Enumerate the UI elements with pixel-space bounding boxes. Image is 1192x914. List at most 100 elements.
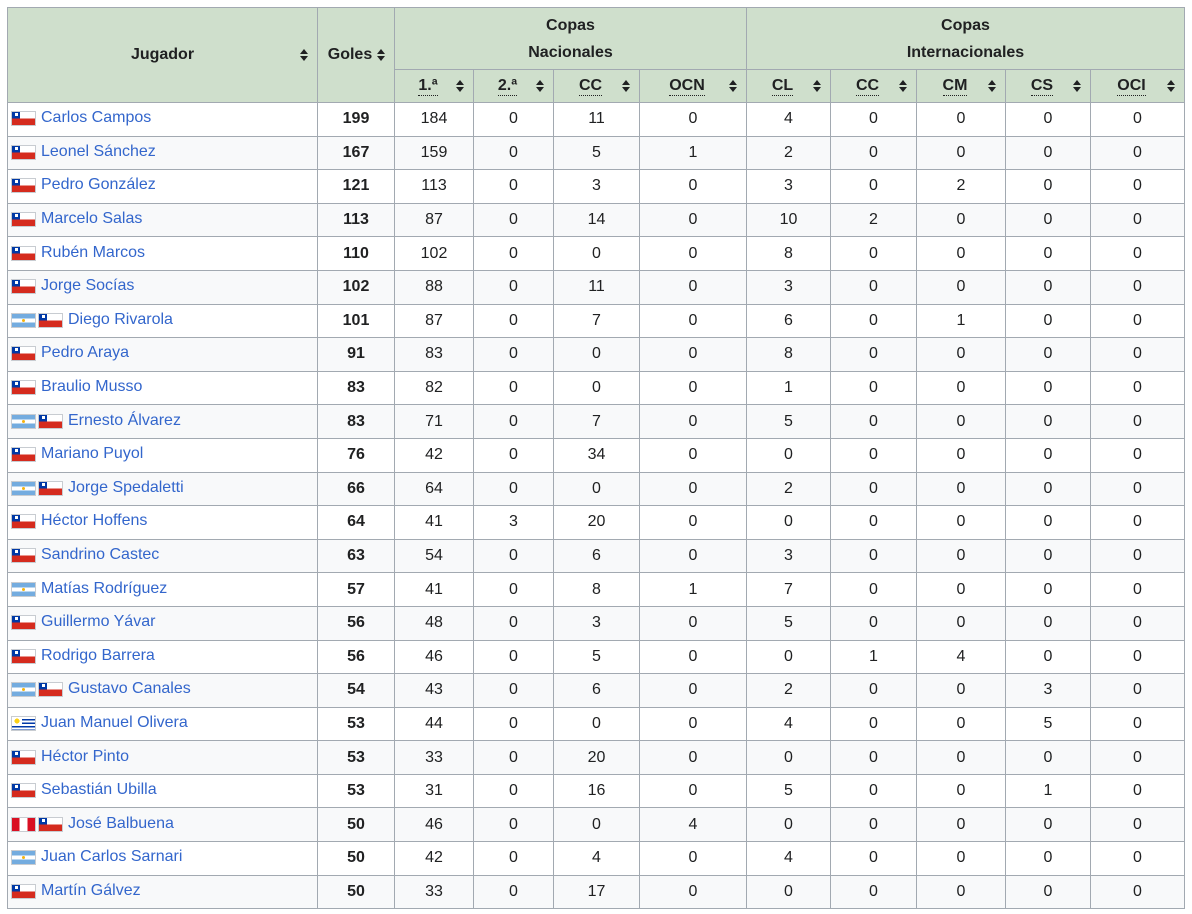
stat-cell: 87 [394, 202, 474, 238]
player-link[interactable]: Pedro González [41, 176, 156, 194]
stat-cell: 0 [639, 605, 747, 641]
player-link[interactable]: Matías Rodríguez [41, 579, 168, 597]
nationality-flags [11, 514, 36, 532]
stat-cell: 83 [394, 337, 474, 372]
player-link[interactable]: Juan Manuel Olivera [41, 713, 188, 731]
sort-icon[interactable] [729, 80, 738, 92]
sort-icon[interactable] [1167, 80, 1176, 92]
stat-cell: 7 [553, 404, 640, 439]
column-header-sub[interactable]: CC [830, 69, 917, 103]
player-cell: Pedro González [7, 169, 318, 204]
column-header-player[interactable]: Jugador [7, 7, 318, 103]
stat-cell: 0 [830, 874, 917, 910]
stat-cell: 0 [830, 740, 917, 775]
stat-cell: 3 [746, 169, 831, 204]
stat-cell: 0 [1090, 639, 1185, 675]
player-link[interactable]: Mariano Puyol [41, 445, 144, 463]
stat-cell: 0 [1090, 505, 1185, 540]
stat-cell: 0 [1005, 572, 1091, 607]
sort-icon[interactable] [456, 80, 465, 92]
player-link[interactable]: Pedro Araya [41, 344, 130, 362]
column-header-sub[interactable]: CC [553, 69, 640, 103]
column-header-sub[interactable]: OCN [639, 69, 747, 103]
column-header-sub[interactable]: CL [746, 69, 831, 103]
stat-cell: 0 [830, 706, 917, 742]
player-cell: José Balbuena [7, 807, 318, 843]
stat-cell: 0 [916, 404, 1006, 439]
column-header-goals[interactable]: Goles [317, 7, 395, 103]
column-header-sub[interactable]: CS [1005, 69, 1091, 103]
stat-cell: 0 [473, 673, 554, 708]
stat-cell: 5 [1005, 706, 1091, 742]
stat-cell: 8 [553, 572, 640, 607]
stat-cell: 0 [473, 236, 554, 271]
player-link[interactable]: Héctor Pinto [41, 747, 130, 765]
player-link[interactable]: Jorge Spedaletti [68, 478, 184, 496]
sort-icon[interactable] [988, 80, 997, 92]
stat-cell: 3 [1005, 673, 1091, 708]
player-link[interactable]: Braulio Musso [41, 378, 143, 396]
goals-cell: 113 [317, 202, 395, 238]
player-link[interactable]: Diego Rivarola [68, 310, 173, 328]
column-header-sub[interactable]: 1.ª [394, 69, 474, 103]
player-link[interactable]: Leonel Sánchez [41, 142, 156, 160]
stat-cell: 0 [553, 471, 640, 507]
player-link[interactable]: Jorge Socías [41, 277, 135, 295]
player-cell: Rubén Marcos [7, 236, 318, 271]
player-link[interactable]: Rubén Marcos [41, 243, 146, 261]
player-link[interactable]: Guillermo Yávar [41, 613, 156, 631]
sort-icon[interactable] [536, 80, 545, 92]
stat-cell: 2 [916, 169, 1006, 204]
group-header-international-cups: Copas Internacionales [746, 7, 1185, 70]
table-row: Ernesto Álvarez 83 71 0 7 0 5 0 0 0 0 [7, 404, 1185, 439]
player-link[interactable]: Carlos Campos [41, 109, 152, 127]
stat-cell: 0 [916, 807, 1006, 843]
nationality-flags [11, 346, 36, 364]
chile-flag-icon [11, 279, 36, 295]
column-header-sub-label: OCI [1117, 76, 1146, 96]
column-header-sub[interactable]: OCI [1090, 69, 1185, 103]
stat-cell: 0 [1090, 773, 1185, 809]
stat-cell: 3 [746, 538, 831, 574]
stat-cell: 0 [473, 370, 554, 406]
stat-cell: 4 [746, 102, 831, 137]
stat-cell: 0 [916, 236, 1006, 271]
stat-cell: 0 [639, 437, 747, 473]
table-row: Gustavo Canales 54 43 0 6 0 2 0 0 3 0 [7, 673, 1185, 708]
stat-cell: 34 [553, 437, 640, 473]
stat-cell: 0 [1005, 639, 1091, 675]
column-header-sub[interactable]: CM [916, 69, 1006, 103]
player-link[interactable]: Rodrigo Barrera [41, 646, 155, 664]
table-row: Juan Manuel Olivera 53 44 0 0 0 4 0 0 5 0 [7, 706, 1185, 742]
column-header-sub[interactable]: 2.ª [473, 69, 554, 103]
stat-cell: 0 [1090, 102, 1185, 137]
player-link[interactable]: Gustavo Canales [68, 680, 191, 698]
player-link[interactable]: Marcelo Salas [41, 210, 143, 228]
nationality-flags [11, 111, 36, 129]
uruguay-flag-icon [11, 715, 36, 731]
sort-icon[interactable] [377, 49, 386, 61]
stat-cell: 14 [553, 202, 640, 238]
player-link[interactable]: Martín Gálvez [41, 881, 141, 899]
player-cell: Matías Rodríguez [7, 572, 318, 607]
player-link[interactable]: Juan Carlos Sarnari [41, 848, 183, 866]
player-link[interactable]: José Balbuena [68, 814, 174, 832]
player-link[interactable]: Ernesto Álvarez [68, 411, 181, 429]
stat-cell: 0 [916, 102, 1006, 137]
player-link[interactable]: Sandrino Castec [41, 546, 160, 564]
sort-icon[interactable] [899, 80, 908, 92]
stat-cell: 0 [1005, 102, 1091, 137]
sort-icon[interactable] [300, 49, 309, 61]
sort-icon[interactable] [622, 80, 631, 92]
sort-icon[interactable] [813, 80, 822, 92]
stat-cell: 88 [394, 269, 474, 305]
stat-cell: 3 [553, 605, 640, 641]
player-link[interactable]: Héctor Hoffens [41, 512, 148, 530]
stat-cell: 0 [1090, 572, 1185, 607]
sort-icon[interactable] [1073, 80, 1082, 92]
player-link[interactable]: Sebastián Ubilla [41, 781, 157, 799]
stat-cell: 0 [1005, 437, 1091, 473]
stat-cell: 0 [553, 807, 640, 843]
goals-cell: 102 [317, 269, 395, 305]
chile-flag-icon [11, 548, 36, 564]
